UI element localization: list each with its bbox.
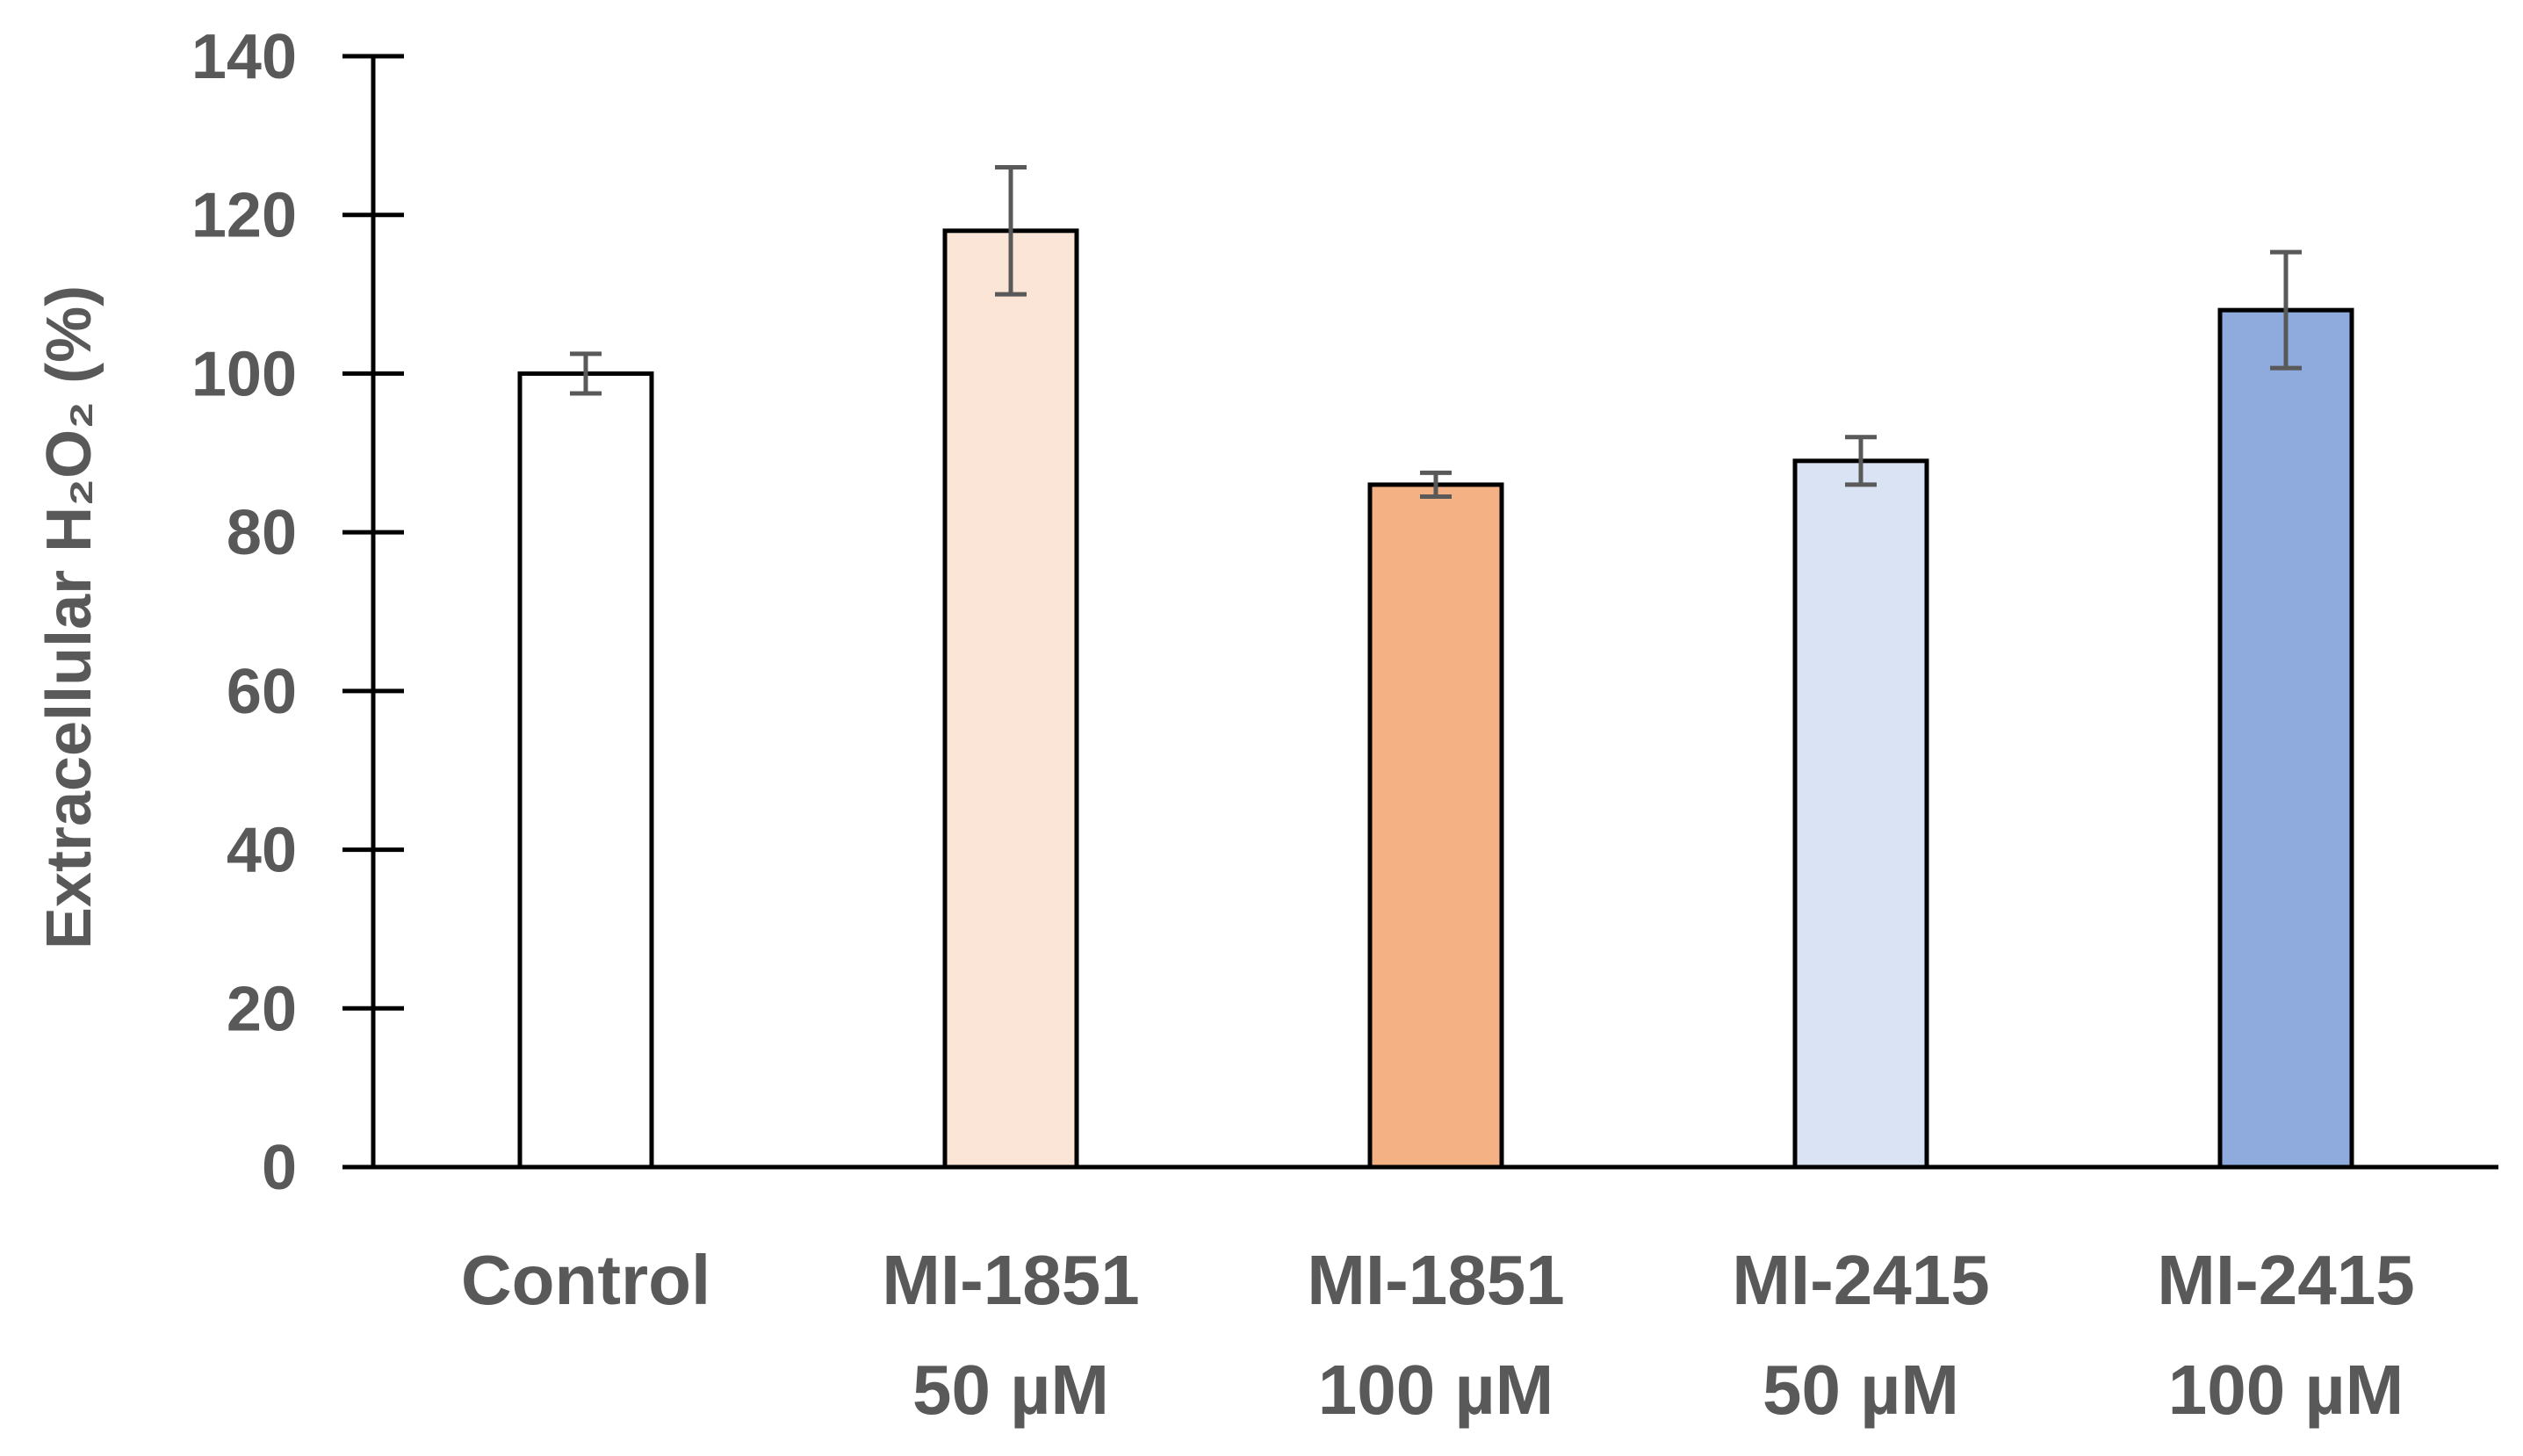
axes-group bbox=[342, 56, 2498, 1170]
x-tick-label-2-line2: 50 µM bbox=[912, 1351, 1109, 1429]
bar-4 bbox=[1792, 458, 1929, 1170]
y-tick-label-60: 60 bbox=[227, 657, 297, 727]
y-axis-title: Extracellular H₂O₂ (%) bbox=[34, 285, 105, 949]
bar-1 bbox=[517, 371, 654, 1170]
y-tick-label-120: 120 bbox=[191, 181, 297, 251]
y-tick-label-0: 0 bbox=[262, 1133, 297, 1203]
category-labels-group: Control MI-1851 50 µM MI-1851 100 µM MI-2415 5… bbox=[461, 1241, 2415, 1429]
x-tick-label-5: MI-2415 bbox=[2157, 1241, 2414, 1319]
bar-5 bbox=[2217, 307, 2354, 1170]
y-tick-label-100: 100 bbox=[191, 339, 297, 409]
y-ticks-group: 0 20 40 60 80 100 120 140 bbox=[191, 22, 404, 1203]
y-tick-label-40: 40 bbox=[227, 816, 297, 886]
x-tick-label-4: MI-2415 bbox=[1732, 1241, 1989, 1319]
bar-3 bbox=[1367, 482, 1504, 1170]
error-bars-group bbox=[570, 165, 2302, 499]
x-tick-label-5-line2: 100 µM bbox=[2168, 1351, 2404, 1429]
bar-2 bbox=[942, 228, 1079, 1170]
x-tick-label-1: Control bbox=[461, 1241, 710, 1319]
y-tick-label-140: 140 bbox=[191, 22, 297, 92]
x-tick-label-4-line2: 50 µM bbox=[1762, 1351, 1959, 1429]
bars-group bbox=[517, 228, 2354, 1170]
x-tick-label-3-line2: 100 µM bbox=[1318, 1351, 1553, 1429]
y-tick-label-20: 20 bbox=[227, 974, 297, 1044]
x-tick-label-3: MI-1851 bbox=[1307, 1241, 1564, 1319]
y-tick-label-80: 80 bbox=[227, 498, 297, 568]
x-tick-label-2: MI-1851 bbox=[882, 1241, 1139, 1319]
